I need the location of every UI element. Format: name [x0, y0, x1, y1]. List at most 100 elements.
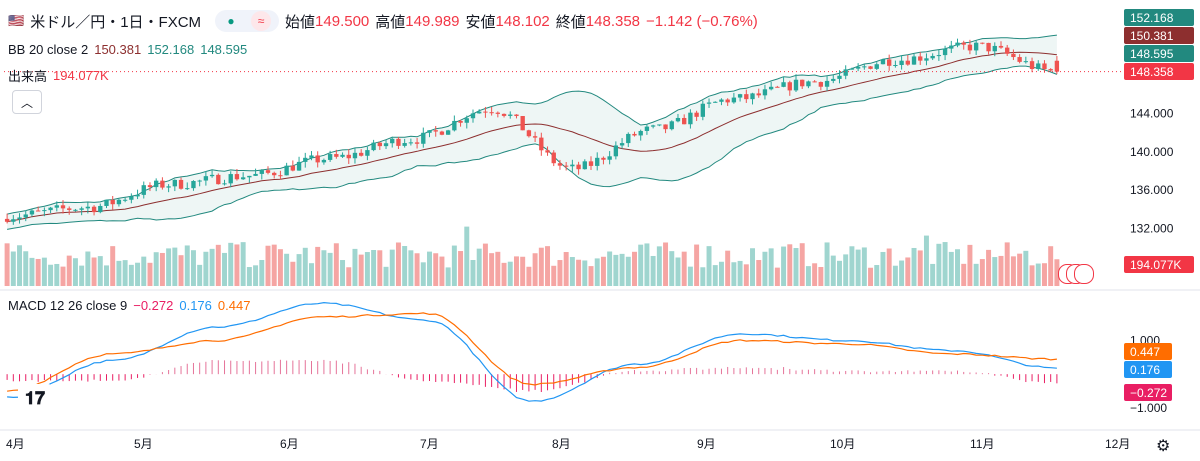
symbol-legend: 🇺🇸 米ドル／円・1日・FXCM ● ≈ 始値 149.500 高値 149.9…: [8, 10, 764, 32]
macd-legend[interactable]: MACD 12 26 close 9 −0.272 0.176 0.447: [8, 298, 256, 313]
candle: [160, 180, 165, 188]
bb-legend[interactable]: BB 20 close 2 150.381 152.168 148.595: [8, 42, 253, 57]
tradingview-logo-icon[interactable]: 𝟏𝟕: [18, 384, 52, 412]
candle: [638, 130, 643, 136]
volume-bar: [445, 267, 451, 286]
volume-bar: [669, 251, 675, 286]
candle: [1029, 61, 1035, 70]
volume-bar: [427, 251, 432, 286]
candle: [849, 68, 855, 70]
candle: [259, 170, 264, 174]
candle: [104, 199, 109, 206]
volume-bar: [998, 255, 1004, 286]
macd-line: [7, 301, 1057, 402]
candle: [545, 150, 550, 153]
volume-bar: [147, 262, 153, 286]
candle: [532, 136, 538, 138]
volume-bar: [451, 245, 457, 286]
candle: [855, 66, 861, 69]
candle: [750, 93, 755, 100]
candle: [216, 174, 221, 185]
candle: [383, 143, 389, 147]
volume-bar: [395, 242, 401, 286]
volume-bar: [476, 248, 482, 286]
time-axis-label: 11月: [970, 437, 994, 451]
volume-bar: [992, 257, 998, 286]
volume-label[interactable]: 出来高: [8, 69, 48, 84]
volume-bar: [948, 251, 954, 286]
candle: [918, 56, 923, 61]
symbol-title[interactable]: 米ドル／円・1日・FXCM: [30, 13, 202, 31]
volume-bar: [905, 257, 911, 286]
time-axis-label: 10月: [830, 437, 855, 451]
volume-bar: [768, 248, 774, 286]
close-label: 終値: [555, 13, 586, 31]
volume-bar: [582, 260, 588, 286]
candle: [17, 217, 22, 220]
candle: [365, 150, 370, 156]
volume-bar: [501, 262, 507, 286]
volume-bar: [91, 257, 97, 286]
candle: [340, 154, 345, 157]
volume-bar: [663, 242, 669, 286]
time-axis-label: 4月: [6, 437, 25, 451]
candle: [862, 66, 867, 68]
volume-bar: [861, 247, 867, 286]
volume-bar: [743, 264, 749, 286]
volume-bar: [880, 251, 886, 286]
volume-bar: [234, 244, 240, 286]
candle: [234, 174, 240, 180]
candle: [240, 177, 246, 180]
volume-bar: [327, 252, 333, 286]
candle: [936, 55, 942, 57]
candle: [79, 208, 84, 210]
volume-legend[interactable]: 出来高 194.077K: [8, 66, 115, 85]
candle: [626, 133, 631, 144]
volume-bar: [464, 226, 470, 286]
volume-bar: [290, 261, 296, 286]
volume-bar: [302, 247, 308, 286]
bb-label[interactable]: BB 20 close 2: [8, 42, 89, 57]
event-flag-icon[interactable]: [1074, 264, 1094, 284]
candle: [154, 180, 159, 188]
collapse-legend-button[interactable]: ︿: [12, 90, 42, 114]
volume-bars: [4, 226, 1060, 286]
candle: [315, 155, 320, 163]
volume-bar: [700, 267, 706, 286]
candle: [1023, 61, 1029, 63]
volume-bar: [526, 266, 532, 286]
candle: [11, 219, 16, 222]
open-label: 始値: [285, 13, 316, 31]
volume-bar: [159, 252, 165, 286]
low-label: 安値: [465, 13, 496, 31]
low-value: 148.102: [495, 12, 550, 30]
candle: [359, 152, 364, 156]
volume-bar: [1004, 242, 1010, 286]
volume-bar: [613, 254, 619, 286]
volume-bar: [930, 263, 936, 286]
candle: [657, 124, 662, 126]
open-value: 149.500: [315, 12, 370, 30]
candle: [868, 66, 873, 69]
candle: [713, 101, 718, 103]
volume-bar: [750, 248, 756, 286]
candle: [756, 93, 761, 96]
volume-bar: [756, 260, 762, 286]
volume-bar: [979, 259, 985, 286]
volume-bar: [805, 266, 811, 286]
volume-bar: [166, 248, 172, 286]
volume-bar: [588, 266, 594, 286]
macd-label[interactable]: MACD 12 26 close 9: [8, 298, 128, 313]
volume-bar: [675, 257, 681, 286]
volume-bar: [296, 254, 302, 286]
volume-bar: [917, 250, 923, 286]
compare-icon[interactable]: ≈: [251, 11, 272, 31]
volume-bar: [48, 264, 54, 286]
candle: [887, 59, 892, 66]
market-open-icon[interactable]: ●: [227, 14, 235, 28]
candle: [1054, 60, 1060, 72]
candle: [644, 126, 650, 131]
gear-icon[interactable]: ⚙: [1156, 438, 1171, 455]
volume-bar: [190, 250, 196, 286]
